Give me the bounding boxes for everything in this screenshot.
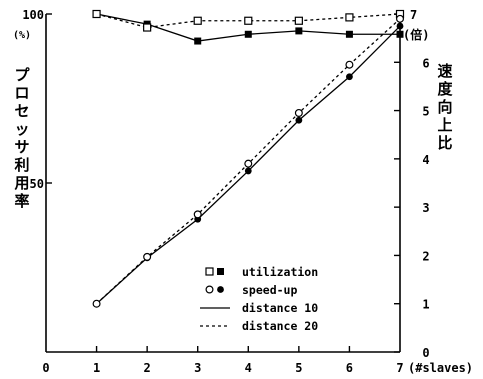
- legend-filled-circle: [217, 286, 224, 293]
- right-tick-label: 2: [422, 249, 429, 263]
- data-point-speed-up-distance-20: [295, 110, 302, 117]
- data-point-speed-up-distance-10: [245, 168, 252, 175]
- data-point-speed-up-distance-20: [93, 300, 100, 307]
- legend-open-square: [206, 268, 213, 275]
- left-axis-unit: (%): [13, 30, 31, 41]
- data-point-utilization-distance-10: [245, 31, 252, 38]
- left-axis-label-char: 率: [14, 192, 29, 210]
- x-tick-label: 6: [346, 361, 353, 375]
- legend-open-circle: [206, 286, 213, 293]
- left-tick-label: 50: [30, 177, 44, 191]
- series-markers: [93, 11, 403, 308]
- right-tick-label: 3: [422, 201, 429, 215]
- right-axis-label-char: 向: [437, 98, 452, 116]
- left-axis-label-char: サ: [14, 138, 29, 156]
- left-axis-label-char: 用: [14, 174, 29, 192]
- data-point-speed-up-distance-20: [346, 61, 353, 68]
- right-tick-label: 0: [422, 346, 429, 360]
- right-tick-label: 7: [410, 8, 417, 22]
- data-point-speed-up-distance-20: [144, 253, 151, 260]
- data-point-utilization-distance-10: [346, 31, 353, 38]
- legend-label: distance 20: [242, 319, 318, 333]
- data-point-speed-up-distance-20: [194, 211, 201, 218]
- data-point-utilization-distance-10: [194, 38, 201, 45]
- right-axis-label-char: 速: [437, 62, 452, 80]
- left-tick-label: 100: [22, 8, 44, 22]
- x-tick-label: 4: [245, 361, 252, 375]
- x-tick-label: 2: [144, 361, 151, 375]
- legend-label: speed-up: [242, 283, 297, 297]
- right-axis-label-char: 度: [437, 80, 453, 98]
- series-lines: [97, 14, 400, 304]
- data-point-speed-up-distance-20: [397, 15, 404, 22]
- data-point-speed-up-distance-10: [346, 73, 353, 80]
- left-axis-label-char: ッ: [14, 120, 29, 138]
- data-point-utilization-distance-20: [144, 24, 151, 31]
- data-point-speed-up-distance-10: [295, 117, 302, 124]
- right-tick-label: 4: [422, 153, 429, 167]
- x-axis-unit: (#slaves): [408, 361, 473, 375]
- data-point-utilization-distance-20: [346, 14, 353, 21]
- x-tick-label: 3: [194, 361, 201, 375]
- data-point-utilization-distance-10: [295, 27, 302, 34]
- right-tick-label: 5: [422, 105, 429, 119]
- x-tick-label: 0: [42, 361, 49, 375]
- legend-label: distance 10: [242, 301, 318, 315]
- left-axis-label-char: 利: [14, 156, 29, 174]
- legend-label: utilization: [242, 265, 318, 279]
- right-tick-label: 6: [422, 56, 429, 70]
- left-axis-label-char: ロ: [14, 84, 29, 102]
- left-axis-label-char: プ: [14, 66, 30, 84]
- legend-filled-square: [217, 268, 224, 275]
- legend: utilization speed-up distance 10 distance 2…: [200, 265, 318, 333]
- right-tick-label: 1: [422, 298, 429, 312]
- data-point-utilization-distance-20: [295, 17, 302, 24]
- right-axis-label-char: 比: [437, 134, 452, 152]
- data-point-utilization-distance-20: [245, 17, 252, 24]
- x-tick-label: 1: [93, 361, 100, 375]
- data-point-speed-up-distance-20: [245, 160, 252, 167]
- right-axis-label-char: 上: [437, 116, 452, 134]
- data-point-utilization-distance-20: [194, 17, 201, 24]
- right-axis-unit: (倍): [403, 27, 429, 42]
- x-tick-label: 7: [396, 361, 403, 375]
- data-point-utilization-distance-20: [93, 11, 100, 18]
- left-axis-label-char: セ: [14, 102, 29, 120]
- x-tick-label: 5: [295, 361, 302, 375]
